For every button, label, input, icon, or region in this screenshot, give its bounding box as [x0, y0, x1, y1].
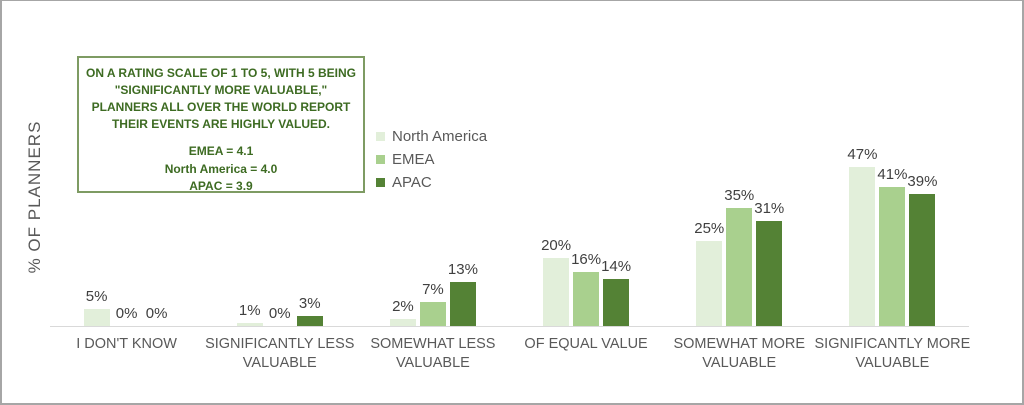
category-label: SOMEWHAT MORE VALUABLE	[673, 336, 806, 371]
bar-value-label: 7%	[422, 281, 444, 298]
annotation-title-line: ON A RATING SCALE OF 1 TO 5, WITH 5 BEIN…	[85, 66, 357, 80]
bar	[849, 167, 876, 326]
legend-item: EMEA	[376, 151, 487, 168]
chart-legend: North America EMEA APAC	[376, 128, 487, 197]
bar	[419, 302, 446, 326]
annotation-title-line: THEIR EVENTS ARE HIGHLY VALUED.	[111, 117, 331, 131]
bar	[296, 316, 323, 326]
annotation-title: ON A RATING SCALE OF 1 TO 5, WITH 5 BEIN…	[83, 65, 359, 133]
bar	[603, 279, 630, 326]
legend-item: APAC	[376, 174, 487, 191]
annotation-stat-apac: APAC = 3.9	[189, 179, 253, 193]
bar	[389, 319, 416, 326]
legend-item: North America	[376, 128, 487, 145]
legend-swatch	[376, 178, 385, 187]
bar-value-label: 16%	[571, 251, 602, 268]
bar-value-label: 0%	[268, 305, 291, 322]
annotation-title-line: "SIGNIFICANTLY MORE VALUABLE,"	[114, 83, 328, 97]
bar-value-label: 31%	[754, 200, 785, 217]
legend-label: EMEA	[392, 151, 435, 168]
legend-swatch	[376, 132, 385, 141]
bar-value-label: 47%	[847, 146, 878, 163]
bar-value-label: 35%	[724, 187, 755, 204]
legend-swatch	[376, 155, 385, 164]
bar-value-label: 0%	[115, 305, 138, 322]
bar-value-label: 14%	[601, 258, 632, 275]
bar-value-label: 2%	[392, 298, 414, 315]
bar	[83, 309, 110, 326]
bar-value-label: 39%	[907, 173, 938, 190]
bar	[726, 208, 753, 326]
annotation-title-line: PLANNERS ALL OVER THE WORLD REPORT	[91, 100, 351, 114]
bar-value-label: 25%	[694, 220, 725, 237]
bar	[756, 221, 783, 326]
category-label: SIGNIFICANTLY MORE VALUABLE	[814, 336, 971, 371]
bar	[573, 272, 600, 326]
bar	[879, 187, 906, 326]
annotation-stat-north-america: North America = 4.0	[164, 161, 278, 176]
bar	[449, 282, 476, 326]
bar	[543, 258, 570, 326]
bar-value-label: 0%	[145, 305, 168, 322]
bar	[696, 241, 723, 326]
category-label: OF EQUAL VALUE	[524, 336, 648, 352]
annotation-box: ON A RATING SCALE OF 1 TO 5, WITH 5 BEIN…	[77, 56, 365, 193]
bar-value-label: 1%	[238, 302, 261, 319]
bar-value-label: 13%	[447, 261, 478, 278]
bar	[909, 194, 936, 326]
bar-value-label: 3%	[298, 295, 321, 312]
legend-label: North America	[392, 128, 488, 145]
annotation-stat-emea: EMEA = 4.1	[188, 144, 254, 158]
category-label: SOMEWHAT LESS VALUABLE	[370, 336, 496, 371]
bar-value-label: 20%	[541, 237, 572, 254]
category-label: I DON'T KNOW	[76, 336, 177, 352]
x-axis-line	[50, 326, 969, 327]
bar-value-label: 5%	[85, 288, 108, 305]
category-label: SIGNIFICANTLY LESS VALUABLE	[205, 336, 355, 371]
bar-value-label: 41%	[877, 166, 908, 183]
bar	[236, 323, 263, 326]
annotation-stats: EMEA = 4.1 North America = 4.0 APAC = 3.…	[83, 143, 359, 196]
legend-label: APAC	[392, 174, 432, 191]
